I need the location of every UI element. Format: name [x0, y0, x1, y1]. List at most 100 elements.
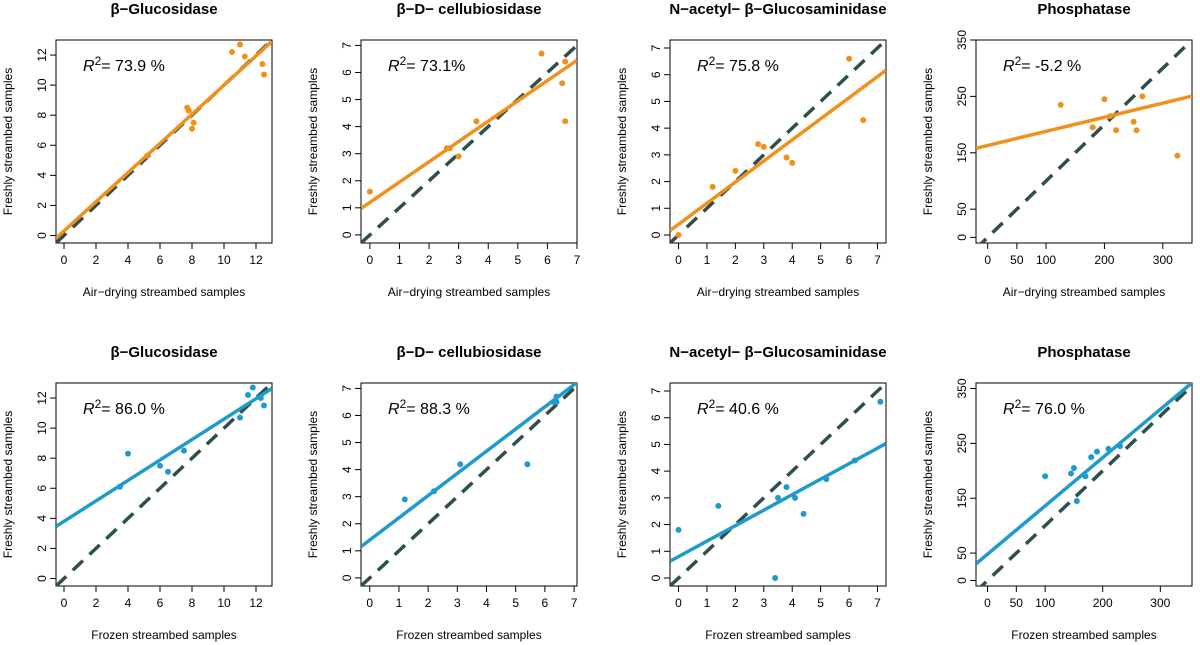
x-tick-label: 200	[1093, 596, 1113, 610]
plot-frame	[669, 382, 887, 587]
y-tick-label: 350	[955, 378, 969, 398]
plot-frame	[669, 39, 887, 244]
y-axis-label: Freshly streambed samples	[1, 68, 15, 215]
y-axis-label: Freshly streambed samples	[921, 411, 935, 558]
data-point	[1073, 497, 1080, 504]
chart-title: N−acetyl− β−Glucosaminidase	[669, 344, 886, 361]
y-tick-label: 2	[649, 178, 663, 185]
identity-line	[979, 40, 1192, 243]
x-tick-label: 7	[874, 253, 881, 267]
x-tick-label: 4	[789, 596, 796, 610]
r-squared-value: = -5.2 %	[1021, 58, 1081, 75]
y-tick-label: 0	[35, 575, 49, 582]
y-tick-label: 7	[649, 387, 663, 394]
x-tick-label: 100	[1035, 596, 1055, 610]
r-squared-value: = 88.3 %	[406, 401, 470, 418]
plot-frame	[975, 382, 1193, 587]
x-tick-label: 50	[1010, 596, 1024, 610]
data-point	[237, 41, 243, 48]
x-tick-label: 0	[675, 253, 682, 267]
y-tick-label: 5	[340, 96, 354, 103]
x-tick-label: 8	[189, 596, 196, 610]
x-tick-label: 300	[1150, 596, 1170, 610]
x-tick-label: 8	[189, 253, 196, 267]
y-tick-label: 10	[35, 78, 49, 92]
chart-title: β−D− cellubiosidase	[396, 344, 541, 361]
plot-frame	[360, 382, 578, 587]
data-point	[144, 152, 151, 159]
r-squared-label: R2= 73.1%	[388, 54, 465, 75]
regression-line	[361, 383, 577, 549]
x-tick-label: 2	[732, 253, 739, 267]
y-tick-label: 4	[35, 515, 49, 522]
x-tick-label: 4	[485, 253, 492, 267]
y-tick-label: 0	[340, 574, 354, 581]
data-point	[261, 402, 267, 409]
r-squared-label: R2= -5.2 %	[1003, 54, 1081, 75]
r-squared-value: = 86.0 %	[101, 401, 165, 418]
data-point	[553, 398, 560, 405]
r-symbol: R	[697, 58, 709, 75]
plot-frame	[360, 39, 578, 244]
x-axis-label: Frozen streambed samples	[705, 628, 850, 642]
data-point	[715, 502, 722, 509]
y-tick-label: 3	[649, 494, 663, 501]
identity-line	[56, 383, 272, 586]
data-point	[1139, 93, 1146, 100]
y-tick-label: 150	[955, 142, 969, 162]
y-tick-label: 6	[35, 485, 49, 492]
data-point	[553, 393, 560, 400]
x-tick-label: 6	[846, 253, 853, 267]
x-tick-label: 3	[455, 253, 462, 267]
x-axis-label: Frozen streambed samples	[1011, 628, 1156, 642]
chart-panel-1: β−Glucosidase 0 2 4 6 8 10 12 0 2 4 6 8 10 12 Air−dryin…	[1, 1, 273, 299]
data-point	[1057, 101, 1064, 108]
data-point	[185, 107, 192, 114]
data-point	[473, 118, 480, 125]
data-point	[675, 231, 682, 238]
identity-line	[361, 383, 577, 586]
y-tick-label: 2	[35, 202, 49, 209]
regression-line	[670, 441, 886, 563]
data-point	[851, 457, 858, 464]
data-point	[1130, 118, 1137, 125]
x-tick-label: 2	[426, 253, 433, 267]
identity-line	[670, 383, 886, 586]
x-tick-label: 7	[574, 253, 581, 267]
y-tick-label: 12	[35, 391, 49, 405]
x-tick-label: 12	[249, 253, 263, 267]
x-tick-label: 0	[984, 253, 991, 267]
x-tick-label: 3	[760, 253, 767, 267]
data-point	[257, 395, 264, 402]
y-tick-label: 0	[649, 231, 663, 238]
regression-line	[670, 68, 886, 233]
y-tick-label: 4	[649, 467, 663, 474]
chart-title: N−acetyl− β−Glucosaminidase	[669, 1, 886, 18]
y-tick-label: 8	[35, 112, 49, 119]
y-tick-label: 3	[340, 493, 354, 500]
y-tick-label: 10	[35, 421, 49, 435]
data-point	[675, 526, 682, 533]
data-point	[823, 476, 830, 483]
r-superscript: 2	[400, 54, 407, 68]
r-superscript: 2	[1015, 397, 1022, 411]
data-point	[562, 58, 569, 65]
data-point	[259, 61, 266, 68]
data-point	[800, 510, 807, 517]
data-point	[1088, 454, 1095, 461]
x-axis-label: Air−drying streambed samples	[83, 285, 245, 299]
y-axis-label: Freshly streambed samples	[1, 411, 15, 558]
x-tick-label: 300	[1153, 253, 1173, 267]
data-point	[430, 488, 437, 495]
y-axis-label: Freshly streambed samples	[615, 68, 629, 215]
data-point	[789, 159, 796, 166]
chart-panel-2: β−D− cellubiosidase 0 1 2 3 4 5 6 7 0 1 2 3 4 5 6 7 Air−d…	[306, 1, 581, 299]
x-tick-label: 5	[817, 596, 824, 610]
chart-panel-7: N−acetyl− β−Glucosaminidase 0 1 2 3 4 5 6 7 0 1 2 3 4…	[615, 344, 887, 642]
x-tick-label: 100	[1036, 253, 1056, 267]
data-point	[1101, 96, 1108, 103]
data-point	[538, 50, 545, 57]
y-tick-label: 2	[35, 545, 49, 552]
r-squared-label: R2= 75.8 %	[697, 54, 779, 75]
